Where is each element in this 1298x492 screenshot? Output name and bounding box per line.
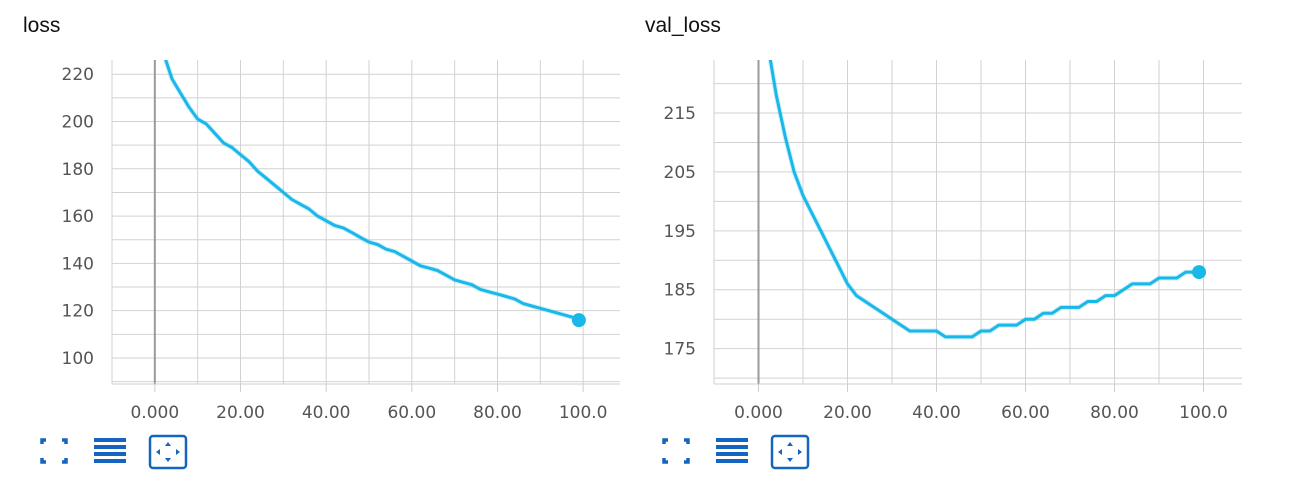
- y-tick-label: 215: [664, 104, 696, 124]
- fit-domain-button[interactable]: [770, 434, 810, 472]
- x-tick-label: 80.00: [473, 403, 522, 423]
- series-last-point: [1192, 265, 1207, 280]
- series-line-raw: [163, 60, 581, 323]
- x-tick-label: 100.0: [559, 403, 608, 423]
- series-line-raw: [767, 60, 1199, 340]
- y-tick-label: 100: [62, 349, 94, 369]
- chart-title: val_loss: [645, 14, 721, 37]
- x-tick-label: 60.00: [1001, 403, 1050, 423]
- x-tick-label: 40.00: [302, 403, 351, 423]
- y-tick-label: 140: [62, 254, 94, 274]
- x-tick-label: 60.00: [387, 403, 436, 423]
- x-tick-label: 20.00: [216, 403, 265, 423]
- series-line: [768, 60, 1199, 339]
- list-icon: [716, 438, 748, 463]
- series-line: [164, 60, 580, 322]
- expand-icon: [40, 438, 68, 464]
- x-tick-label: 80.00: [1090, 403, 1139, 423]
- y-tick-label: 205: [664, 163, 696, 183]
- data-table-button[interactable]: [714, 434, 754, 472]
- loss-chart-panel: loss 0.000 20.00 40.00 60.00 80.00 100.0 100 12…: [0, 0, 620, 492]
- y-tick-label: 200: [62, 112, 94, 132]
- expand-button[interactable]: [658, 434, 698, 472]
- x-tick-label: 0.000: [130, 403, 179, 423]
- expand-icon: [662, 438, 690, 464]
- fit-domain-icon: [148, 434, 188, 470]
- y-tick-label: 185: [664, 281, 696, 301]
- y-tick-label: 220: [62, 65, 94, 85]
- x-tick-label: 100.0: [1179, 403, 1228, 423]
- grid: [713, 60, 1242, 385]
- loss-chart[interactable]: 0.000 20.00 40.00 60.00 80.00 100.0 100 120 140 1…: [0, 0, 620, 430]
- chart-title: loss: [23, 14, 61, 37]
- y-tick-label: 180: [62, 160, 94, 180]
- series-last-point: [571, 313, 586, 328]
- x-tick-label: 0.000: [734, 403, 783, 423]
- y-tick-label: 195: [664, 222, 696, 242]
- grid: [111, 60, 620, 385]
- y-tick-label: 160: [62, 207, 94, 227]
- x-tick-label: 20.00: [823, 403, 872, 423]
- y-tick-label: 175: [664, 340, 696, 360]
- x-tick-label: 40.00: [912, 403, 961, 423]
- data-table-button[interactable]: [92, 434, 132, 472]
- y-tick-label: 120: [62, 302, 94, 322]
- fit-domain-button[interactable]: [148, 434, 188, 472]
- val-loss-chart-panel: val_loss 0.000 20.00 40.00 60.00 80.00 100.0 1…: [622, 0, 1242, 492]
- list-icon: [94, 438, 126, 463]
- expand-button[interactable]: [36, 434, 76, 472]
- fit-domain-icon: [770, 434, 810, 470]
- val-loss-chart[interactable]: 0.000 20.00 40.00 60.00 80.00 100.0 175 185 195 2…: [622, 0, 1242, 430]
